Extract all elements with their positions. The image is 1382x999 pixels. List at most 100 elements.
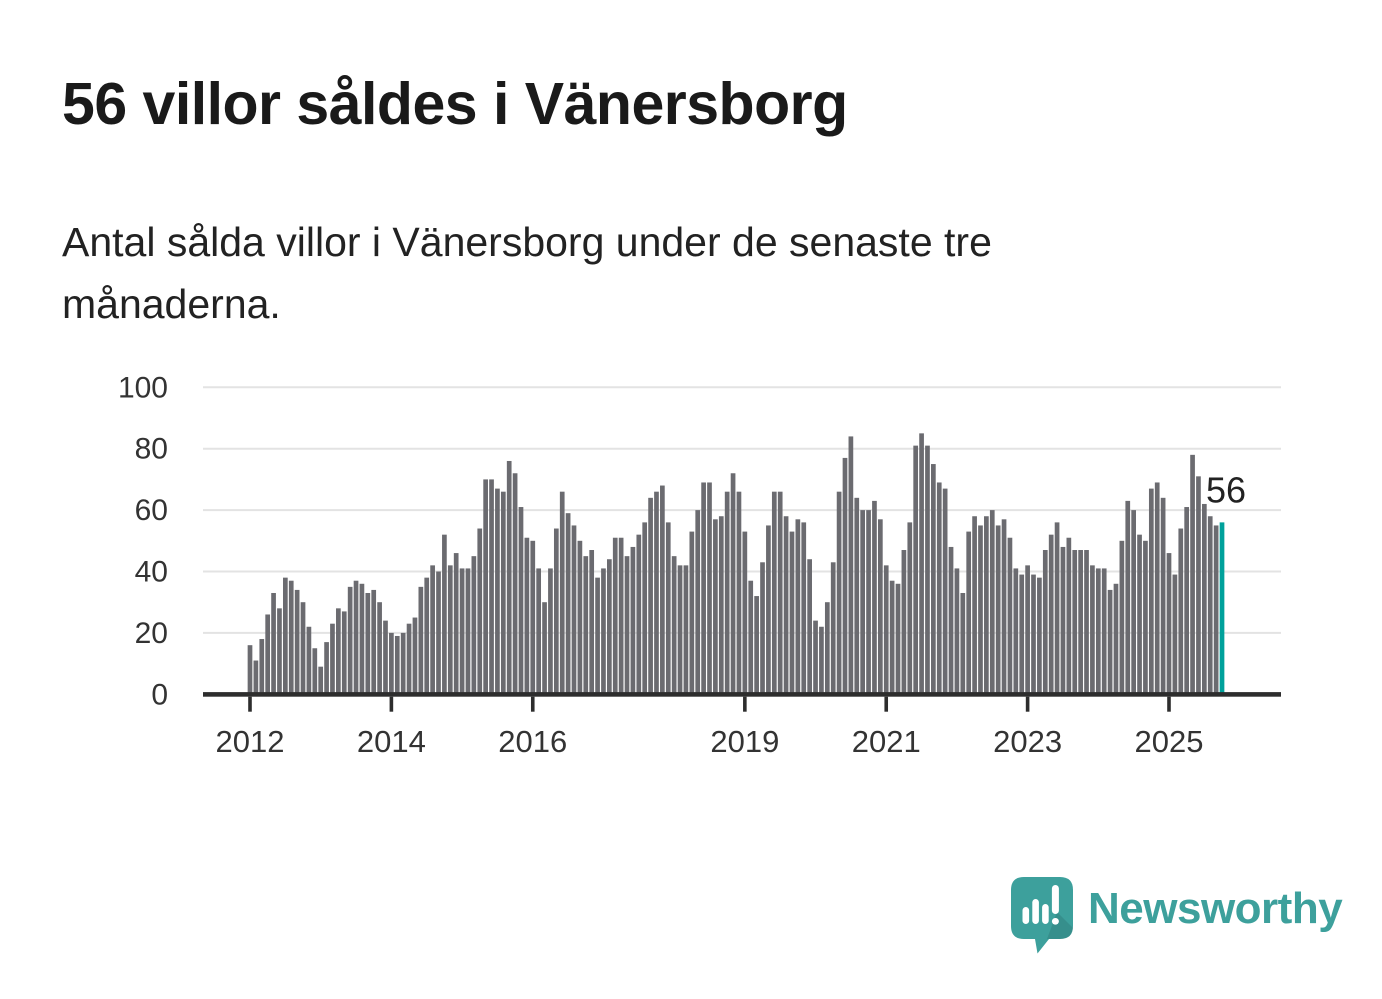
y-tick-label: 20 [135,617,168,650]
bar [377,602,382,695]
bar [660,485,665,695]
bar [995,525,1001,695]
bar [1166,553,1172,695]
bar [624,556,630,695]
bar [424,577,430,695]
bar [695,510,701,695]
bar [984,516,989,695]
bar [718,516,724,695]
x-axis-tick [248,696,252,712]
bar [1013,568,1019,695]
bar [341,611,347,695]
bar [730,473,736,695]
bar [1213,525,1219,695]
bar [595,577,600,695]
page-title: 56 villor såldes i Vänersborg [62,71,848,137]
logo-bar-3 [1042,904,1049,924]
bar [571,525,577,695]
bar [394,635,400,695]
bar [1054,522,1060,695]
bar [901,550,907,695]
bar [948,546,954,695]
bar [1178,528,1184,695]
bar [512,473,518,695]
bar [489,479,494,695]
bar [1060,546,1066,695]
bar [542,602,547,695]
bar [872,500,877,695]
bar [589,550,595,695]
bar [789,531,795,695]
bar [247,645,253,695]
bar [306,626,312,695]
bar [312,648,318,695]
bar [1160,497,1166,695]
bar [813,620,818,695]
bar [601,568,606,695]
bar [824,602,830,695]
bar [701,482,706,695]
bar [1137,534,1142,695]
y-tick-label: 40 [135,556,168,589]
bar [913,445,919,695]
bar [365,592,371,695]
bar [1031,574,1036,695]
x-tick-label: 2012 [216,724,285,759]
bar [506,460,512,695]
bar [607,559,612,695]
bar [677,565,683,695]
bar [671,556,677,695]
bar [389,632,394,695]
bar [1172,574,1178,695]
bar [418,586,424,695]
bar [1078,550,1083,695]
newsworthy-logo: Newsworthy [1011,877,1343,955]
bar [1196,476,1201,695]
logo-bar-2 [1032,899,1039,924]
bar [612,537,618,695]
bar [412,617,418,695]
bar [683,565,689,695]
bar [483,479,488,695]
bar [1007,537,1013,695]
x-tick-label: 2016 [498,724,567,759]
bar [777,491,783,695]
bar [459,568,465,695]
x-axis-tick [389,696,394,712]
x-axis-tick [530,696,535,712]
bar [524,537,530,695]
bar [936,482,942,695]
bar [294,589,300,695]
bar [919,433,924,695]
bar [642,522,648,695]
bar [860,510,866,695]
x-tick-label: 2025 [1135,724,1204,759]
bar [577,540,583,695]
bar [783,516,789,695]
bar [748,580,754,695]
x-tick-label: 2023 [993,724,1062,759]
bar [889,580,895,695]
bar [801,522,807,695]
bar [500,491,506,695]
bar [665,522,671,695]
bar [966,531,972,695]
bar [1048,534,1054,695]
bar [925,445,930,695]
bar [253,660,259,695]
bar [447,565,453,695]
bar [854,497,860,695]
bubble-shadow [1047,912,1073,939]
bar [742,531,748,695]
bar [1066,537,1072,695]
x-axis-tick [1025,696,1030,712]
logo-exclamation-dot [1051,918,1059,925]
logo-bar-1 [1022,907,1030,924]
bar [565,513,571,695]
x-tick-label: 2019 [710,724,779,759]
bar [972,516,977,695]
latest-value-label: 56 [1206,469,1246,510]
bar [618,537,624,695]
bar [453,553,459,695]
